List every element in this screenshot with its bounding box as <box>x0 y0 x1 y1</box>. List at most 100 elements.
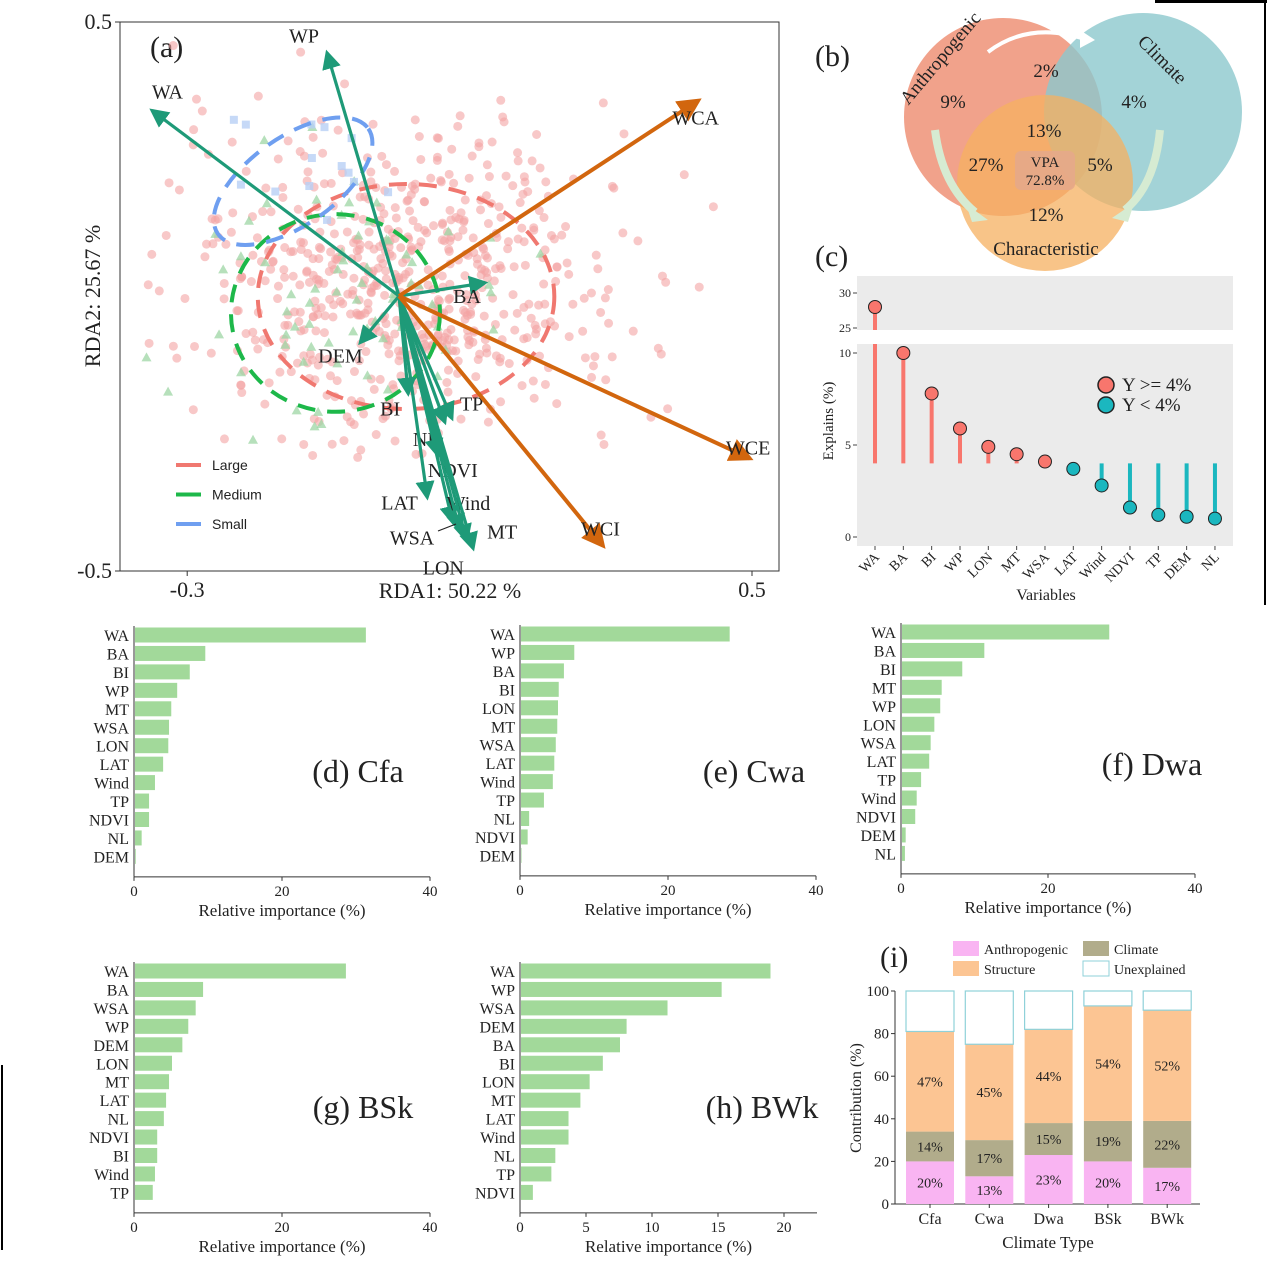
point-medium <box>378 333 389 343</box>
segment-label: 44% <box>1036 1070 1062 1085</box>
point-large <box>600 293 610 303</box>
panel-title: (e) Cwa <box>703 753 805 789</box>
point-large <box>483 417 493 427</box>
bar-segment-climate <box>1083 1120 1132 1162</box>
point-large <box>467 151 477 161</box>
y-tick-label: DEM <box>479 1019 515 1036</box>
bar-bi <box>135 1148 158 1163</box>
point-large <box>453 121 463 131</box>
point-large <box>482 253 492 263</box>
bar-ba <box>521 1037 620 1053</box>
point-large <box>443 365 453 375</box>
point-medium <box>344 197 355 207</box>
point-large <box>579 293 589 303</box>
point-large <box>286 247 296 257</box>
point-large <box>358 214 368 224</box>
x-tick-label: 20 <box>275 1220 290 1236</box>
point-large <box>349 367 359 377</box>
bar-segment-structure <box>906 1031 954 1132</box>
bar-tp <box>135 793 150 809</box>
arrow-label-wa: WA <box>152 81 184 103</box>
point-large <box>241 329 251 339</box>
point-large <box>420 225 430 235</box>
point-large <box>535 163 545 173</box>
point-large <box>520 260 530 270</box>
venn-region-all-three: 13% <box>1027 121 1062 142</box>
x-tick-label: 0 <box>130 884 138 900</box>
x-tick-label: Dwa <box>1033 1211 1063 1228</box>
bar-segment-climate <box>1024 1123 1073 1156</box>
point-small <box>305 182 314 191</box>
y-tick-label: BI <box>880 662 896 679</box>
y-tick-label: 20 <box>874 1154 889 1170</box>
point-large <box>260 276 270 286</box>
arrowhead <box>966 204 988 222</box>
panel-label: (c) <box>815 240 848 273</box>
point-large <box>619 129 629 139</box>
point-large <box>325 294 335 304</box>
y-tick-label: TP <box>496 1167 515 1184</box>
point-large <box>481 191 491 201</box>
bar-bi <box>521 681 559 697</box>
point-large <box>663 404 673 414</box>
arrow-label-dem: DEM <box>318 346 363 368</box>
y-tick-label: LAT <box>486 1112 516 1129</box>
legend-key <box>1097 376 1115 394</box>
point-large <box>545 317 555 327</box>
bar-segment-unexplained <box>1142 990 1192 1011</box>
point-large <box>564 269 574 279</box>
point-large <box>531 329 541 339</box>
point-large <box>342 412 352 422</box>
y-tick-label: MT <box>872 680 896 697</box>
point-large <box>503 237 513 247</box>
point-large <box>325 371 335 381</box>
wsa-leader-line <box>437 523 457 532</box>
bar-wp <box>135 1018 189 1034</box>
point-large <box>327 439 337 449</box>
x-tick-label: 0.5 <box>738 577 766 602</box>
arrowhead <box>1080 30 1095 48</box>
bar-bi <box>902 661 963 677</box>
point-medium <box>281 329 292 339</box>
lollipop-point-wa <box>868 300 882 314</box>
point-medium <box>286 289 297 299</box>
point-medium <box>332 264 343 274</box>
point-large <box>444 244 454 254</box>
bar-wp <box>521 644 575 660</box>
point-large <box>253 344 263 354</box>
point-small <box>236 180 245 189</box>
segment-label: 20% <box>1095 1177 1121 1192</box>
point-large <box>541 177 551 187</box>
bar-dem <box>135 848 136 864</box>
point-large <box>501 171 511 181</box>
point-small <box>271 187 280 196</box>
legend-key-structure <box>953 961 979 976</box>
point-large <box>299 351 309 361</box>
y-tick-label: WA <box>490 964 515 981</box>
point-large <box>529 223 539 233</box>
segment-label: 20% <box>917 1177 943 1192</box>
arrow-label-lat: LAT <box>381 492 418 514</box>
point-large <box>661 277 671 287</box>
bar-lon <box>521 1074 590 1090</box>
y-tick-label: WP <box>491 645 515 662</box>
panel-title: (f) Dwa <box>1102 746 1202 782</box>
set-label-characteristic: Characteristic <box>993 239 1099 260</box>
point-large <box>311 326 321 336</box>
y-tick-label: DEM <box>860 828 896 845</box>
point-large <box>523 187 533 197</box>
y-tick-label: LON <box>482 701 515 718</box>
point-large <box>380 290 390 300</box>
point-large <box>346 396 356 406</box>
bar-mt <box>135 701 172 717</box>
lower-panel-bg <box>857 344 1233 546</box>
point-large <box>228 208 238 218</box>
point-large <box>375 374 385 384</box>
point-large <box>420 197 430 207</box>
x-tick-label: 40 <box>809 883 824 899</box>
point-medium <box>280 339 291 349</box>
point-large <box>390 436 400 446</box>
point-large <box>227 137 237 147</box>
